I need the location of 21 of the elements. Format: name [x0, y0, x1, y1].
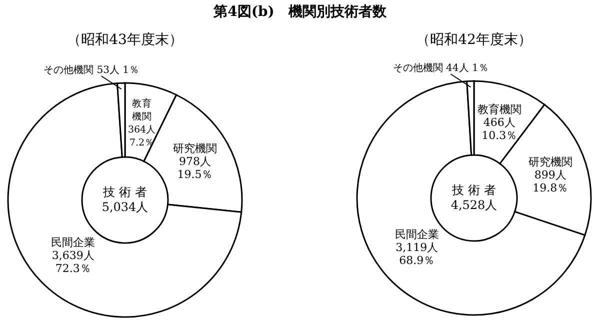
chart-subtitle: （昭和42年度末） [416, 32, 532, 48]
data-label: 3,639人 72.3％ [52, 248, 94, 275]
text: 第4図(b) 機関別技術者数 [212, 4, 388, 20]
text: 技 術 者 [102, 185, 147, 199]
slice-label: その他機関 44人 1％ [392, 62, 488, 74]
chart-subtitle: （昭和43年度末） [67, 32, 183, 48]
data-label: 466人 10.3％ [482, 116, 518, 142]
slice-label: その他機関 53人 1％ [44, 64, 140, 76]
data-label: 899人 19.8％ [532, 168, 568, 194]
text: 技 術 者 [451, 183, 496, 197]
slice-label: 教育機関 [477, 103, 522, 116]
slice-label: 民間企業 [394, 228, 439, 241]
slice-label: 民間企業 [51, 236, 96, 249]
text: 5,034人 [102, 200, 148, 214]
slice-label: 研究機関 [528, 155, 572, 168]
slice-label: 研究機関 [172, 142, 217, 156]
donut-slice [7, 82, 242, 318]
text: 4,528人 [450, 198, 498, 212]
slice-label: 教育機関 [132, 98, 152, 123]
data-label: 3,119人 68.9％ [396, 240, 438, 267]
data-label: 978人 19.5％ [177, 155, 213, 182]
